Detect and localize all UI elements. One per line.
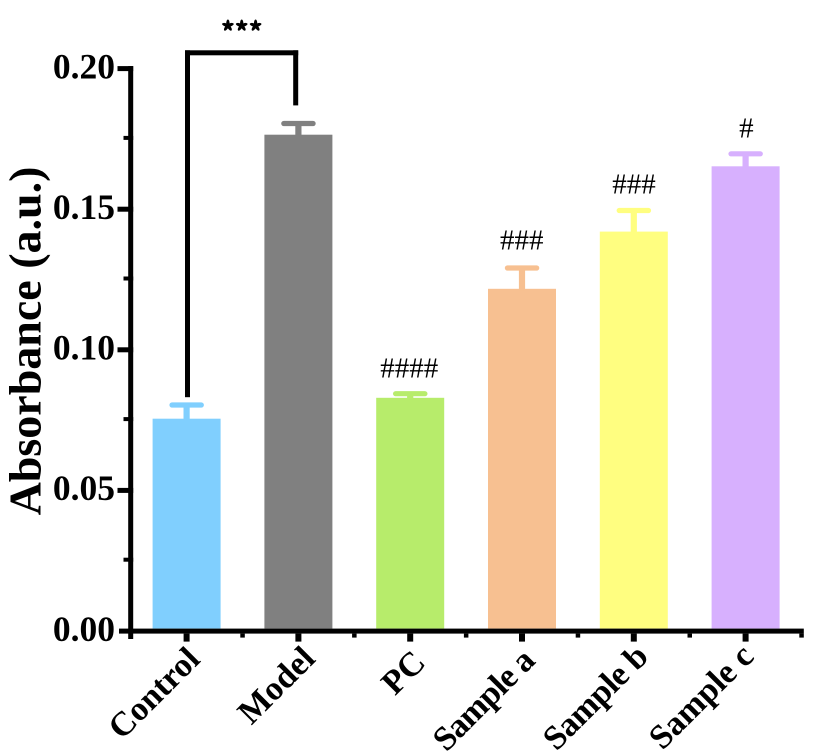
svg-text:###: ### (500, 225, 544, 257)
svg-text:0.20: 0.20 (53, 46, 115, 86)
svg-text:0.00: 0.00 (53, 609, 115, 649)
svg-text:#: # (739, 113, 754, 145)
svg-text:0.15: 0.15 (53, 187, 115, 227)
svg-text:###: ### (612, 169, 656, 201)
svg-text:####: #### (380, 353, 438, 385)
svg-text:0.05: 0.05 (53, 468, 115, 508)
svg-text:Absorbance (a.u.): Absorbance (a.u.) (0, 167, 51, 516)
svg-text:0.10: 0.10 (53, 328, 115, 368)
